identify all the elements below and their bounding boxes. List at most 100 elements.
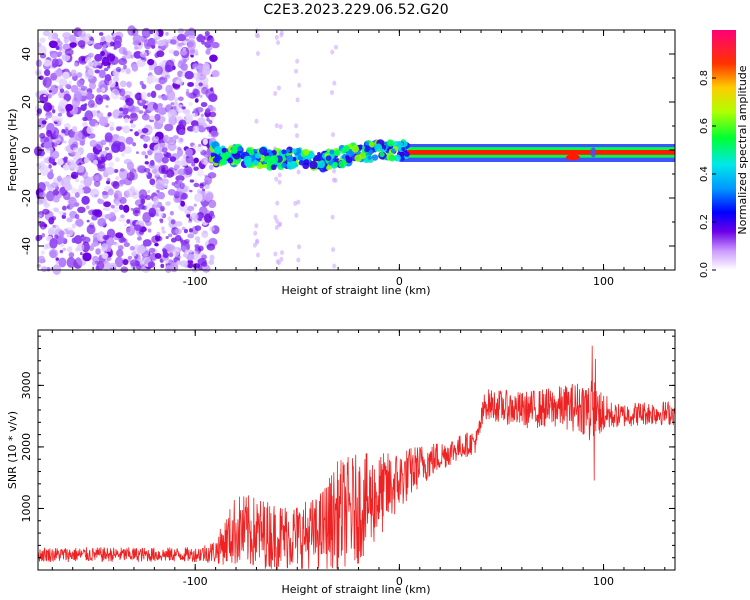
noise-blob [165,201,171,206]
noise-blob [199,183,204,189]
noise-blob [166,152,171,159]
noise-blob [62,32,72,39]
noise-blob [126,227,133,235]
noise-blob [71,223,76,229]
noise-blob [82,121,88,128]
noise-blob [36,264,41,268]
noise-blob [189,179,195,183]
band-blob [268,152,274,157]
noise-blob [105,166,115,175]
noise-blob [71,96,81,108]
noise-blob [208,164,214,170]
streak-blob [273,251,278,257]
noise-blob [56,175,62,182]
noise-blob [166,89,176,101]
noise-blob [147,92,152,98]
noise-blob [63,212,67,216]
noise-blob [177,168,186,176]
noise-blob [53,207,60,213]
noise-blob [98,69,106,79]
streak-blob [279,256,284,262]
noise-blob [205,192,214,202]
noise-blob [192,89,201,98]
band-blob [237,146,243,152]
noise-blob [168,233,173,238]
band-blob [387,139,395,147]
noise-blob [75,160,80,165]
noise-blob [48,164,52,169]
noise-blob [151,168,158,174]
streak-blob [274,218,279,224]
noise-blob [97,199,105,205]
noise-blob [141,27,151,39]
noise-blob [73,131,83,141]
noise-blob [135,151,139,154]
noise-blob [94,53,103,62]
noise-blob [102,234,110,241]
noise-blob [173,164,180,170]
noise-blob [184,238,190,244]
noise-blob [157,39,166,47]
spectrogram-marks [33,25,675,275]
noise-blob [40,266,48,272]
noise-blob [123,158,132,165]
streak-blob [256,252,261,258]
noise-blob [145,172,149,176]
noise-blob [208,111,217,118]
snr-ticks: -100 0 100 1000 2000 3000 [20,330,675,588]
noise-blob [55,68,63,77]
noise-blob [192,144,197,149]
noise-blob [123,223,128,227]
noise-blob [160,205,165,212]
noise-blob [208,119,213,125]
noise-blob [66,217,73,223]
noise-blob [198,82,203,87]
noise-blob [43,202,51,208]
noise-blob [104,74,112,82]
noise-blob [56,119,62,124]
noise-blob [57,112,63,117]
streak-blob [253,230,258,236]
noise-blob [188,101,193,107]
streak-blob [295,133,300,139]
noise-blob [161,230,166,234]
noise-blob [169,156,177,163]
noise-blob [161,156,169,164]
noise-blob [181,192,188,200]
noise-blob [103,67,109,72]
noise-blob [180,63,188,71]
noise-blob [178,128,186,136]
band-blob [291,148,297,154]
band-blob [364,147,370,153]
noise-blob [119,80,127,88]
noise-blob [77,95,87,102]
noise-blob [172,248,180,257]
noise-blob [163,183,167,186]
noise-blob [116,249,124,258]
noise-blob [38,45,47,56]
noise-blob [147,37,158,46]
noise-blob [205,108,211,114]
noise-blob [96,112,104,119]
noise-blob [122,50,128,56]
noise-blob [130,123,136,128]
noise-blob [137,37,143,41]
noise-blob [43,59,52,67]
noise-blob [43,141,53,149]
noise-blob [167,189,176,196]
noise-blob [97,218,107,227]
noise-blob [137,165,147,174]
streak-blob [280,250,285,256]
colorbar-tick-label: 0.8 [699,70,710,86]
streak-blob [295,58,300,64]
noise-blob [151,235,160,244]
snr-series-line [37,345,676,571]
noise-blob [211,117,215,121]
noise-blob [41,233,45,238]
noise-blob [49,150,60,160]
noise-blob [90,222,94,226]
noise-blob [183,166,193,176]
noise-blob [81,236,91,244]
band-blob [371,154,379,161]
noise-blob [127,104,136,113]
